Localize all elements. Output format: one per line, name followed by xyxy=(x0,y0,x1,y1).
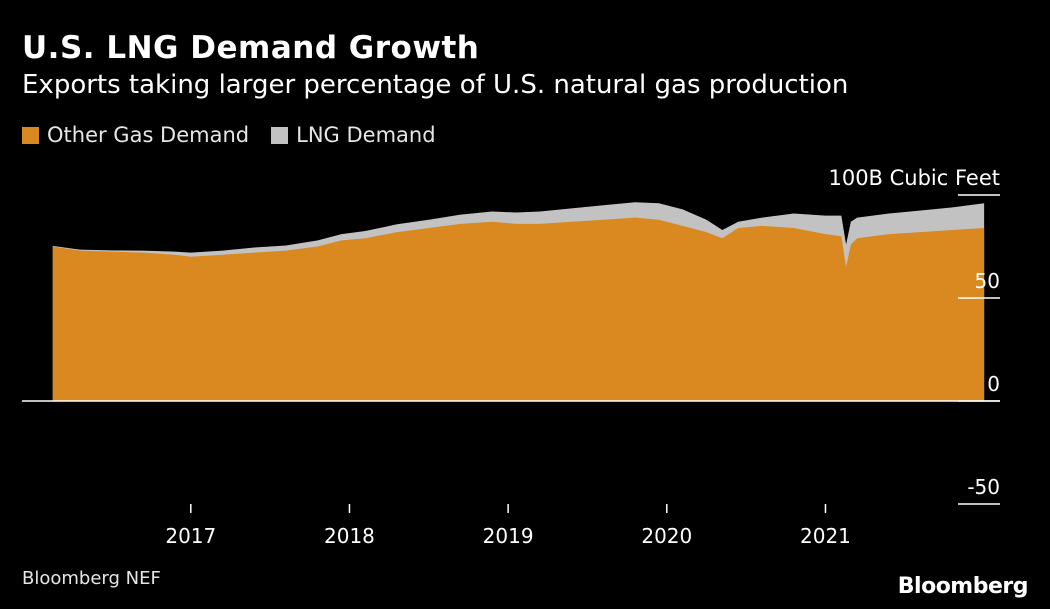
source-note: Bloomberg NEF xyxy=(22,568,161,589)
legend: Other Gas Demand LNG Demand xyxy=(22,123,458,147)
chart-subtitle: Exports taking larger percentage of U.S.… xyxy=(22,70,849,100)
y-tick-label: 50 xyxy=(975,269,1000,293)
legend-item-lng: LNG Demand xyxy=(271,123,436,147)
x-tick-label: 2021 xyxy=(800,524,851,548)
legend-item-other-gas: Other Gas Demand xyxy=(22,123,249,147)
bloomberg-logo: Bloomberg xyxy=(897,574,1029,599)
x-tick-label: 2020 xyxy=(641,524,692,548)
legend-label-other-gas: Other Gas Demand xyxy=(47,123,250,147)
y-tick-label: 0 xyxy=(987,372,1000,396)
chart-title: U.S. LNG Demand Growth xyxy=(22,30,480,66)
x-tick-label: 2019 xyxy=(483,524,534,548)
x-tick-label: 2018 xyxy=(324,524,375,548)
legend-label-lng: LNG Demand xyxy=(296,123,436,147)
x-tick-label: 2017 xyxy=(165,524,216,548)
y-tick-label: -50 xyxy=(967,475,1000,499)
legend-swatch-other-gas xyxy=(22,126,39,144)
legend-swatch-lng xyxy=(271,126,289,144)
y-axis-unit-label: 100B Cubic Feet xyxy=(828,166,1000,190)
series-area-other-gas-demand xyxy=(52,217,985,401)
